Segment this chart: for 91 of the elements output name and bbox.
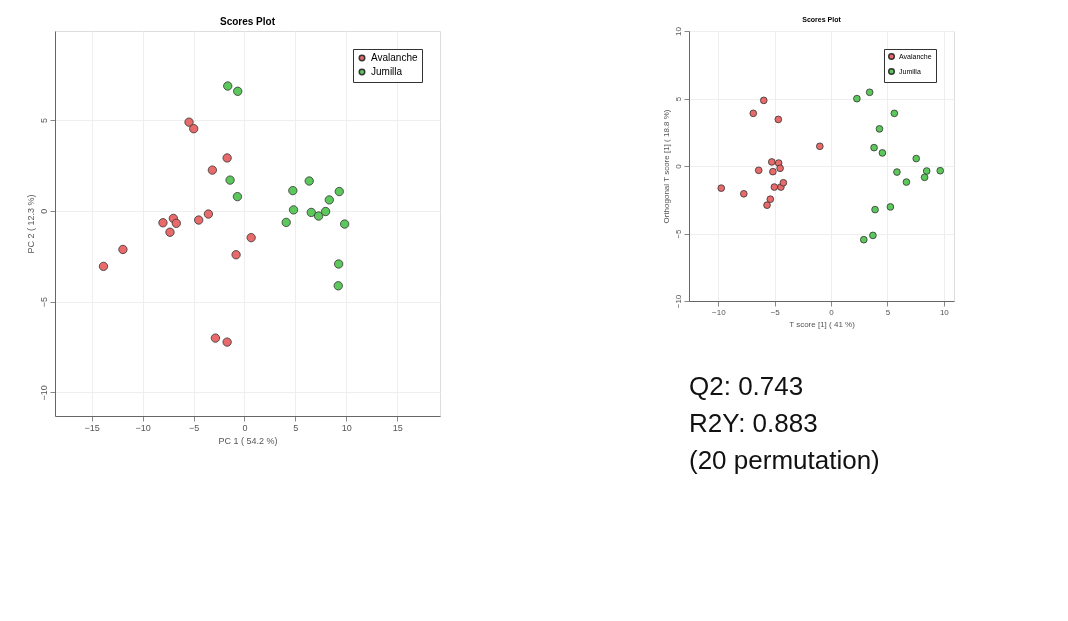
point: [306, 207, 316, 217]
point: [860, 235, 868, 244]
point: [288, 186, 298, 196]
point: [878, 149, 887, 157]
x-tick-label: 0: [242, 422, 248, 433]
point: [203, 209, 213, 219]
point: [902, 178, 911, 186]
point: [334, 186, 344, 197]
point: [717, 184, 726, 192]
point: [886, 203, 895, 211]
point: [871, 205, 879, 214]
point: [225, 175, 235, 185]
point: [194, 215, 204, 225]
x-tick-label: 0: [829, 307, 835, 317]
y-tick-label: 5: [673, 96, 683, 102]
point: [865, 88, 874, 97]
point: [210, 333, 220, 343]
point: [768, 158, 776, 166]
point: [754, 166, 763, 175]
point: [740, 190, 748, 198]
x-tick-label: 5: [293, 422, 299, 433]
point: [304, 176, 314, 186]
point: [922, 167, 931, 175]
legend-label: Jumilla: [371, 66, 403, 77]
point: [184, 117, 194, 127]
chart-title: Scores Plot: [219, 16, 276, 27]
point: [936, 166, 944, 175]
text: R2Y: 0.883: [689, 408, 818, 438]
x-tick-label: −5: [770, 307, 781, 317]
point: [769, 167, 777, 176]
point: [749, 109, 758, 118]
point: [222, 337, 232, 347]
point: [763, 201, 771, 209]
x-tick-label: −5: [188, 422, 200, 433]
point: [875, 125, 884, 133]
y-tick-label: −10: [38, 385, 49, 401]
point: [158, 218, 168, 228]
point: [288, 205, 299, 215]
point: [920, 173, 929, 182]
point: [340, 219, 350, 229]
point: [912, 154, 920, 163]
point: [890, 109, 899, 118]
point: [333, 281, 343, 291]
point: [893, 168, 901, 176]
x-tick-label: 10: [341, 422, 352, 433]
point: [223, 81, 233, 91]
point: [314, 211, 324, 221]
point: [870, 143, 878, 152]
point: [222, 153, 232, 163]
legend-label: Avalanche: [371, 52, 418, 63]
y-axis-title: PC 2 ( 12.3 %): [25, 194, 36, 254]
y-tick-label: −5: [38, 296, 49, 308]
x-tick-label: 10: [939, 307, 950, 317]
x-tick-label: 15: [392, 422, 403, 433]
y-tick-label: −5: [673, 228, 683, 239]
point: [853, 94, 861, 103]
point: [321, 206, 331, 217]
text: (20 permutation): [689, 444, 880, 475]
point: [774, 115, 783, 124]
point: [171, 218, 181, 228]
x-axis-title: PC 1 ( 54.2 %): [218, 435, 278, 446]
point: [165, 227, 175, 237]
y-tick-label: 0: [38, 208, 49, 214]
point: [334, 259, 344, 269]
x-tick-label: 5: [885, 307, 891, 317]
point: [760, 96, 768, 105]
x-tick-label: −10: [135, 422, 151, 433]
y-tick-label: 5: [38, 117, 49, 123]
point: [231, 250, 241, 260]
y-tick-label: 10: [673, 26, 683, 36]
point: [779, 178, 788, 187]
point: [869, 231, 877, 240]
point: [246, 233, 256, 243]
point: [816, 142, 824, 151]
point: [770, 183, 779, 191]
y-axis-title: Orthogonal T score [1] ( 18.8 %): [661, 109, 671, 224]
point: [776, 164, 784, 173]
x-axis-title: T score [1] ( 41 %): [789, 319, 856, 329]
point: [189, 124, 199, 134]
point: [232, 192, 242, 202]
y-tick-label: 0: [673, 163, 683, 169]
point: [766, 195, 775, 203]
point: [98, 261, 109, 271]
x-tick-label: −15: [84, 422, 100, 433]
text: Q2: 0.743: [689, 371, 804, 402]
point: [207, 165, 217, 175]
point: [233, 86, 243, 96]
point: [281, 217, 291, 227]
point: [118, 244, 128, 255]
point: [324, 195, 334, 205]
x-tick-label: −10: [712, 307, 727, 317]
